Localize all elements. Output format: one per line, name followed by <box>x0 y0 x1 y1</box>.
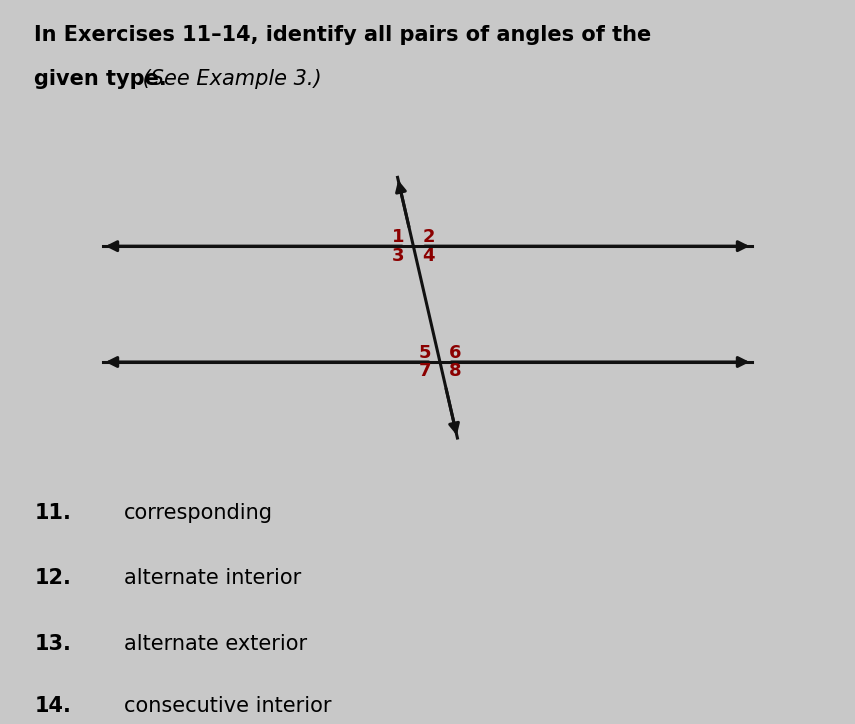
Text: 3: 3 <box>392 247 404 264</box>
Text: 4: 4 <box>422 247 435 264</box>
Text: corresponding: corresponding <box>124 503 273 523</box>
Text: 8: 8 <box>449 363 462 380</box>
Text: given type.: given type. <box>34 69 167 89</box>
Text: 11.: 11. <box>34 503 71 523</box>
Text: 12.: 12. <box>34 568 71 589</box>
Text: 5: 5 <box>418 344 431 361</box>
Text: 13.: 13. <box>34 634 71 654</box>
Text: 6: 6 <box>449 344 462 361</box>
Text: 1: 1 <box>392 228 404 245</box>
Text: 2: 2 <box>422 228 435 245</box>
Text: consecutive interior: consecutive interior <box>124 696 332 717</box>
Text: alternate exterior: alternate exterior <box>124 634 307 654</box>
Text: 14.: 14. <box>34 696 71 717</box>
Text: 7: 7 <box>418 363 431 380</box>
Text: In Exercises 11–14, identify all pairs of angles of the: In Exercises 11–14, identify all pairs o… <box>34 25 652 46</box>
Text: alternate interior: alternate interior <box>124 568 301 589</box>
Text: (See Example 3.): (See Example 3.) <box>136 69 321 89</box>
